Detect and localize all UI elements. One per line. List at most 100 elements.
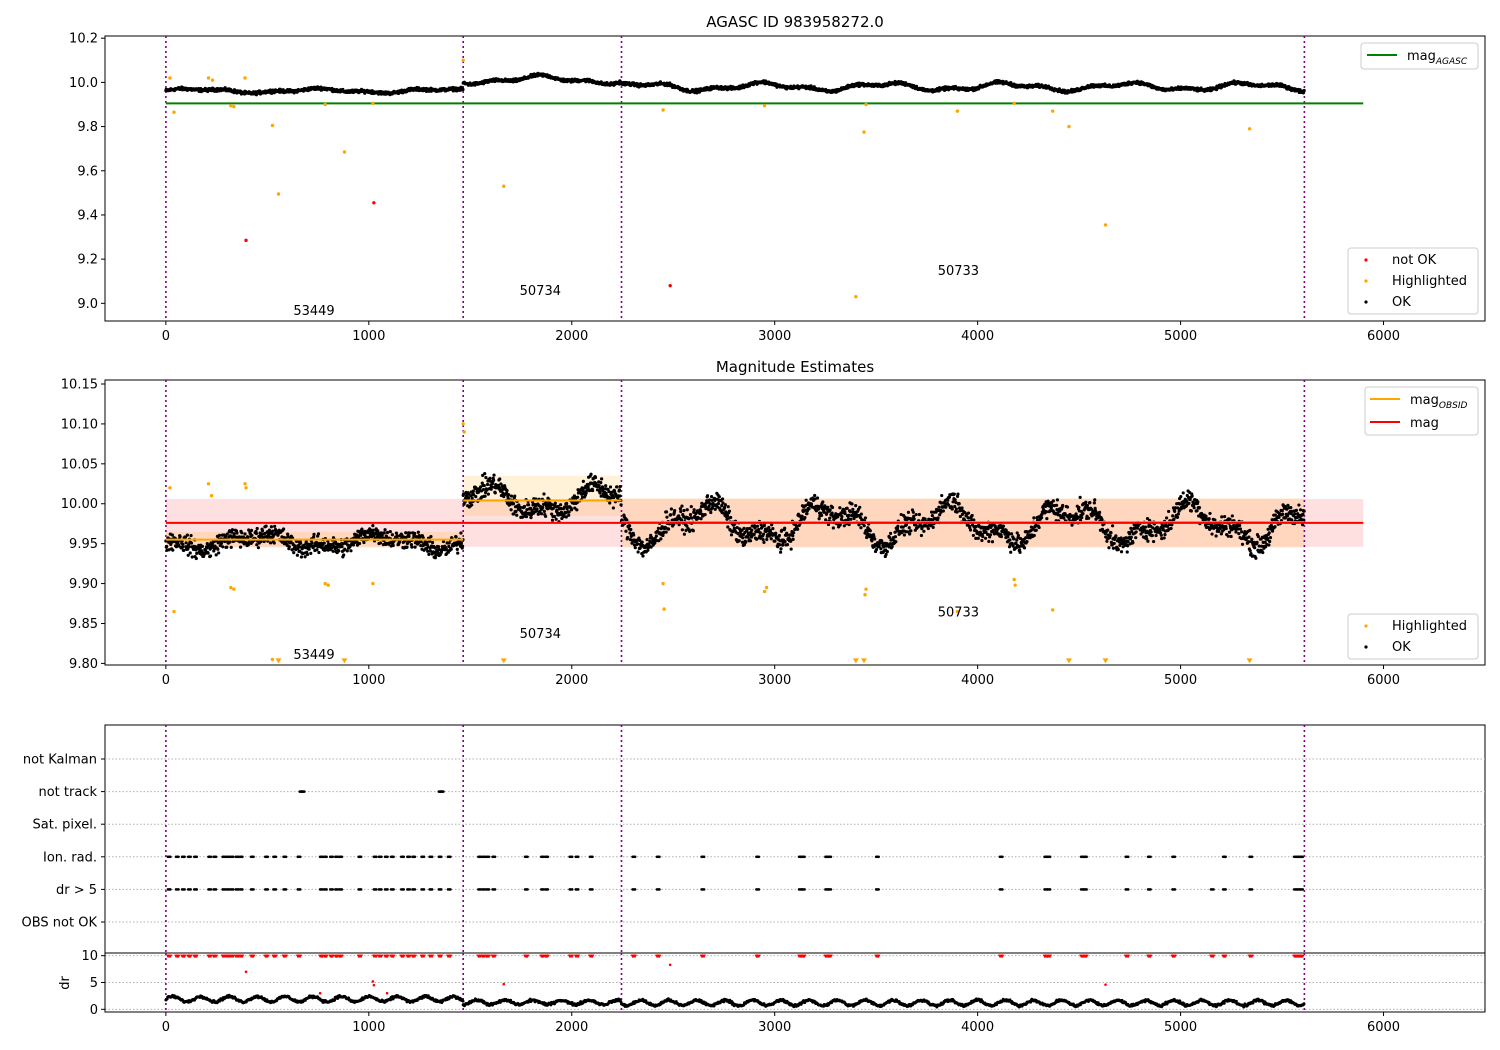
ok-point <box>804 498 808 502</box>
ok-point <box>894 540 898 544</box>
estimates-xtick-label: 5000 <box>1164 673 1197 688</box>
ok-point <box>726 505 730 509</box>
ok-point <box>509 494 514 498</box>
ok-point <box>410 545 414 549</box>
ok-point <box>863 516 868 520</box>
ok-point <box>858 505 862 509</box>
ok-point <box>744 540 748 544</box>
highlighted-point <box>461 58 465 63</box>
ok-point <box>206 551 210 555</box>
ok-point <box>287 545 291 549</box>
ok-point <box>700 501 704 505</box>
ok-point <box>413 531 417 536</box>
ok-point <box>911 510 915 514</box>
ok-point <box>194 556 198 561</box>
ok-point <box>599 481 603 485</box>
ok-point <box>727 509 732 513</box>
ok-point <box>758 531 762 535</box>
estimates-xtick-label: 2000 <box>555 673 588 688</box>
ok-point <box>271 529 275 533</box>
ok-point <box>460 544 465 549</box>
ok-point <box>779 547 783 551</box>
ok-point <box>737 539 741 543</box>
agasc-panel: AGASC ID 983958272.0 9.09.29.49.69.810.0… <box>69 13 1486 344</box>
ok-point <box>565 501 569 506</box>
ok-point <box>456 551 460 555</box>
ok-point <box>805 512 809 516</box>
ok-point <box>757 527 761 532</box>
ok-point <box>689 504 693 509</box>
ok-point <box>437 545 441 549</box>
ok-point <box>971 533 975 538</box>
ok-point <box>919 533 924 538</box>
legend-ok: OK <box>1392 295 1411 310</box>
ok-point <box>937 505 941 509</box>
ok-point <box>954 507 958 511</box>
ok-point <box>471 489 475 493</box>
ok-point <box>699 509 703 513</box>
ok-point <box>189 533 193 538</box>
ok-point <box>682 508 686 513</box>
ok-point <box>187 545 191 549</box>
ok-point <box>322 541 326 545</box>
obsid-label: 50734 <box>520 284 561 299</box>
ok-point <box>992 528 996 532</box>
ok-point <box>960 506 964 510</box>
ok-point <box>307 547 311 551</box>
estimates-ytick-label: 10.00 <box>61 497 98 512</box>
highlighted-point <box>762 103 767 108</box>
ok-point <box>604 484 608 488</box>
ok-point <box>567 513 571 517</box>
ok-point <box>680 528 684 532</box>
ok-point <box>874 547 878 552</box>
ok-point <box>950 507 954 511</box>
ok-point <box>216 547 220 551</box>
ok-point <box>807 507 811 511</box>
ok-point <box>474 494 478 499</box>
ok-point <box>762 523 766 528</box>
estimates-xtick-label: 1000 <box>352 673 385 688</box>
ok-point <box>682 532 686 536</box>
ok-point <box>828 508 832 512</box>
ok-point <box>357 541 362 546</box>
agasc-panel-title: AGASC ID 983958272.0 <box>706 13 884 31</box>
ok-point <box>771 526 775 531</box>
ok-point <box>430 540 435 545</box>
ok-point <box>659 537 663 541</box>
agasc-xtick-label: 3000 <box>758 329 791 344</box>
ok-point <box>405 545 409 549</box>
ok-point <box>628 524 632 528</box>
ok-point <box>589 472 593 476</box>
ok-point <box>746 535 750 539</box>
ok-point <box>741 536 745 540</box>
ok-point <box>679 509 683 514</box>
agasc-xtick-label: 5000 <box>1164 329 1197 344</box>
ok-point <box>955 510 959 514</box>
ok-point <box>691 529 695 533</box>
agasc-ytick-label: 10.0 <box>69 76 98 91</box>
ok-point <box>922 529 926 533</box>
ok-point <box>299 541 303 545</box>
ok-point <box>243 532 247 536</box>
ok-point <box>232 532 236 536</box>
ok-point <box>847 513 851 517</box>
ok-point <box>342 553 346 557</box>
ok-point <box>851 507 855 511</box>
ok-point <box>999 535 1003 539</box>
ok-point <box>907 526 911 530</box>
ok-point <box>316 532 321 536</box>
highlighted-point <box>854 294 858 299</box>
ok-point <box>838 506 842 510</box>
ok-point <box>184 541 188 545</box>
ok-point <box>988 533 993 537</box>
ok-point <box>791 531 796 535</box>
ok-point <box>385 530 390 535</box>
ok-point <box>789 547 793 551</box>
ok-point <box>752 532 756 536</box>
ok-point <box>859 526 863 530</box>
ok-point <box>821 500 825 504</box>
ok-point <box>680 504 684 508</box>
ok-point <box>815 496 820 500</box>
ok-point <box>750 528 754 532</box>
